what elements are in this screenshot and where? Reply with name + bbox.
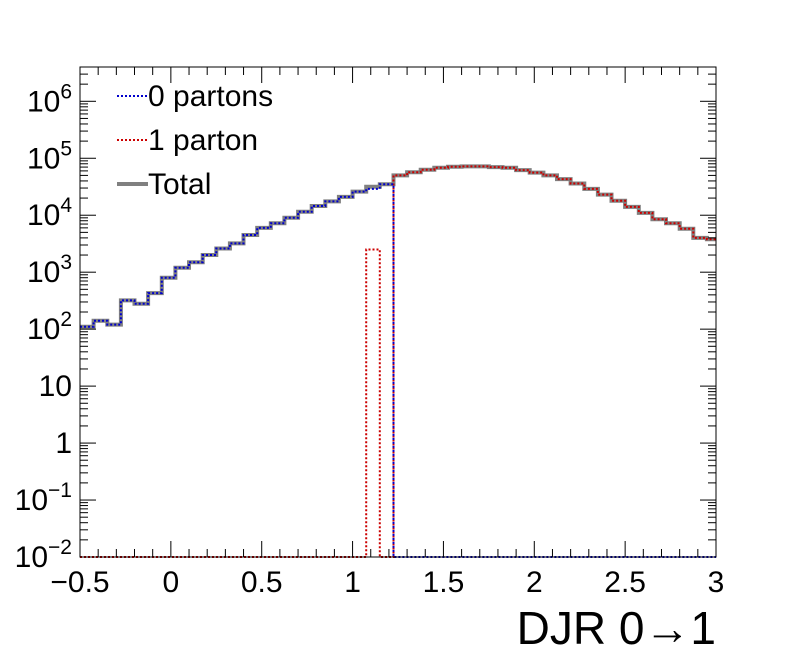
y-tick-label: 104 <box>27 194 72 232</box>
x-tick-label: 0 <box>163 566 180 599</box>
x-tick-label: 0.5 <box>241 566 283 599</box>
legend-label: Total <box>148 168 211 201</box>
x-tick-label: 3 <box>708 566 725 599</box>
x-tick-label: 1.5 <box>423 566 465 599</box>
legend-label: 0 partons <box>148 80 273 113</box>
label-layer: −0.5 0 0.5 1 1.5 2 2.5 3 10−2 10−1 1 10 102 103 104 105… <box>15 80 725 599</box>
y-tick-label: 10 <box>39 370 72 403</box>
series-1-parton <box>80 165 716 558</box>
series-layer <box>80 164 716 558</box>
x-tick-label: 2 <box>526 566 543 599</box>
x-axis-title: DJR 0→1 <box>517 602 716 654</box>
y-tick-label: 10−2 <box>15 536 72 574</box>
series-0-partons <box>80 183 716 558</box>
x-tick-label: 2.5 <box>604 566 646 599</box>
y-tick-label: 106 <box>27 80 72 118</box>
y-tick-label: 10−1 <box>15 479 72 517</box>
legend-label: 1 parton <box>148 124 258 157</box>
legend: 0 partons 1 parton Total <box>117 80 273 201</box>
y-tick-label: 102 <box>27 308 72 346</box>
y-tick-label: 103 <box>27 251 72 289</box>
tick-layer <box>79 66 717 558</box>
x-tick-label: −0.5 <box>50 566 109 599</box>
x-tick-label: 1 <box>344 566 361 599</box>
y-tick-label: 105 <box>27 137 72 175</box>
y-tick-label: 1 <box>55 427 72 460</box>
